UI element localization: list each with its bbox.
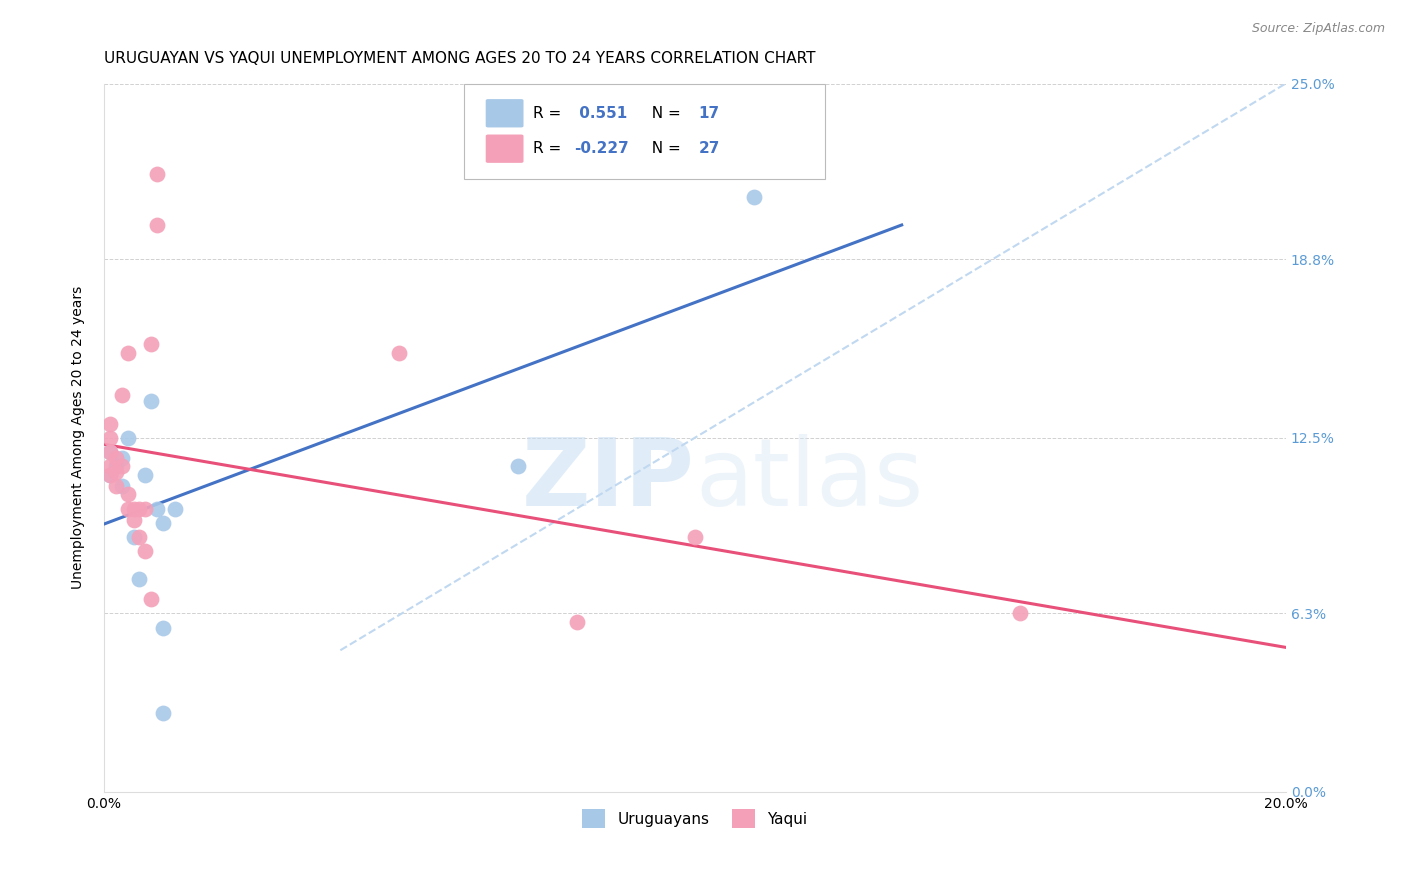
Point [111, 459, 134, 474]
Text: 27: 27 [699, 141, 720, 156]
Text: R =: R = [533, 141, 567, 156]
Text: Source: ZipAtlas.com: Source: ZipAtlas.com [1251, 22, 1385, 36]
Point [152, 621, 174, 635]
Point [98, 445, 121, 459]
Text: N =: N = [641, 141, 685, 156]
Point [98, 459, 121, 474]
Point [98, 445, 121, 459]
Point [146, 167, 169, 181]
Point [128, 501, 150, 516]
Point [134, 467, 156, 482]
Point [111, 388, 134, 402]
Point [1008, 607, 1031, 621]
FancyBboxPatch shape [485, 135, 523, 163]
Text: 17: 17 [699, 106, 720, 120]
Y-axis label: Unemployment Among Ages 20 to 24 years: Unemployment Among Ages 20 to 24 years [72, 286, 86, 590]
Point [134, 544, 156, 558]
Point [104, 479, 127, 493]
Point [163, 501, 186, 516]
Legend: Uruguayans, Yaqui: Uruguayans, Yaqui [576, 803, 814, 834]
Point [506, 459, 529, 474]
FancyBboxPatch shape [464, 84, 825, 179]
Point [122, 501, 145, 516]
Point [128, 573, 150, 587]
Point [141, 592, 163, 607]
Point [141, 337, 163, 351]
Point [128, 530, 150, 544]
Point [117, 431, 139, 445]
Point [104, 459, 127, 474]
Point [98, 417, 121, 431]
Point [98, 467, 121, 482]
Point [117, 501, 139, 516]
Point [134, 501, 156, 516]
Point [117, 487, 139, 501]
Point [152, 516, 174, 530]
Text: atlas: atlas [695, 434, 924, 526]
Point [111, 479, 134, 493]
Point [104, 465, 127, 479]
Point [152, 706, 174, 720]
Point [122, 513, 145, 527]
Text: URUGUAYAN VS YAQUI UNEMPLOYMENT AMONG AGES 20 TO 24 YEARS CORRELATION CHART: URUGUAYAN VS YAQUI UNEMPLOYMENT AMONG AG… [104, 51, 815, 66]
Text: 0.551: 0.551 [574, 106, 627, 120]
Point [122, 530, 145, 544]
Point [104, 450, 127, 465]
Point [683, 530, 706, 544]
Point [111, 450, 134, 465]
Point [146, 501, 169, 516]
Text: -0.227: -0.227 [574, 141, 628, 156]
Point [146, 218, 169, 232]
FancyBboxPatch shape [485, 99, 523, 128]
Text: ZIP: ZIP [522, 434, 695, 526]
Point [117, 345, 139, 359]
Point [141, 393, 163, 408]
Point [98, 431, 121, 445]
Point [742, 190, 765, 204]
Text: N =: N = [641, 106, 685, 120]
Point [98, 467, 121, 482]
Point [565, 615, 588, 629]
Point [388, 345, 411, 359]
Text: R =: R = [533, 106, 567, 120]
